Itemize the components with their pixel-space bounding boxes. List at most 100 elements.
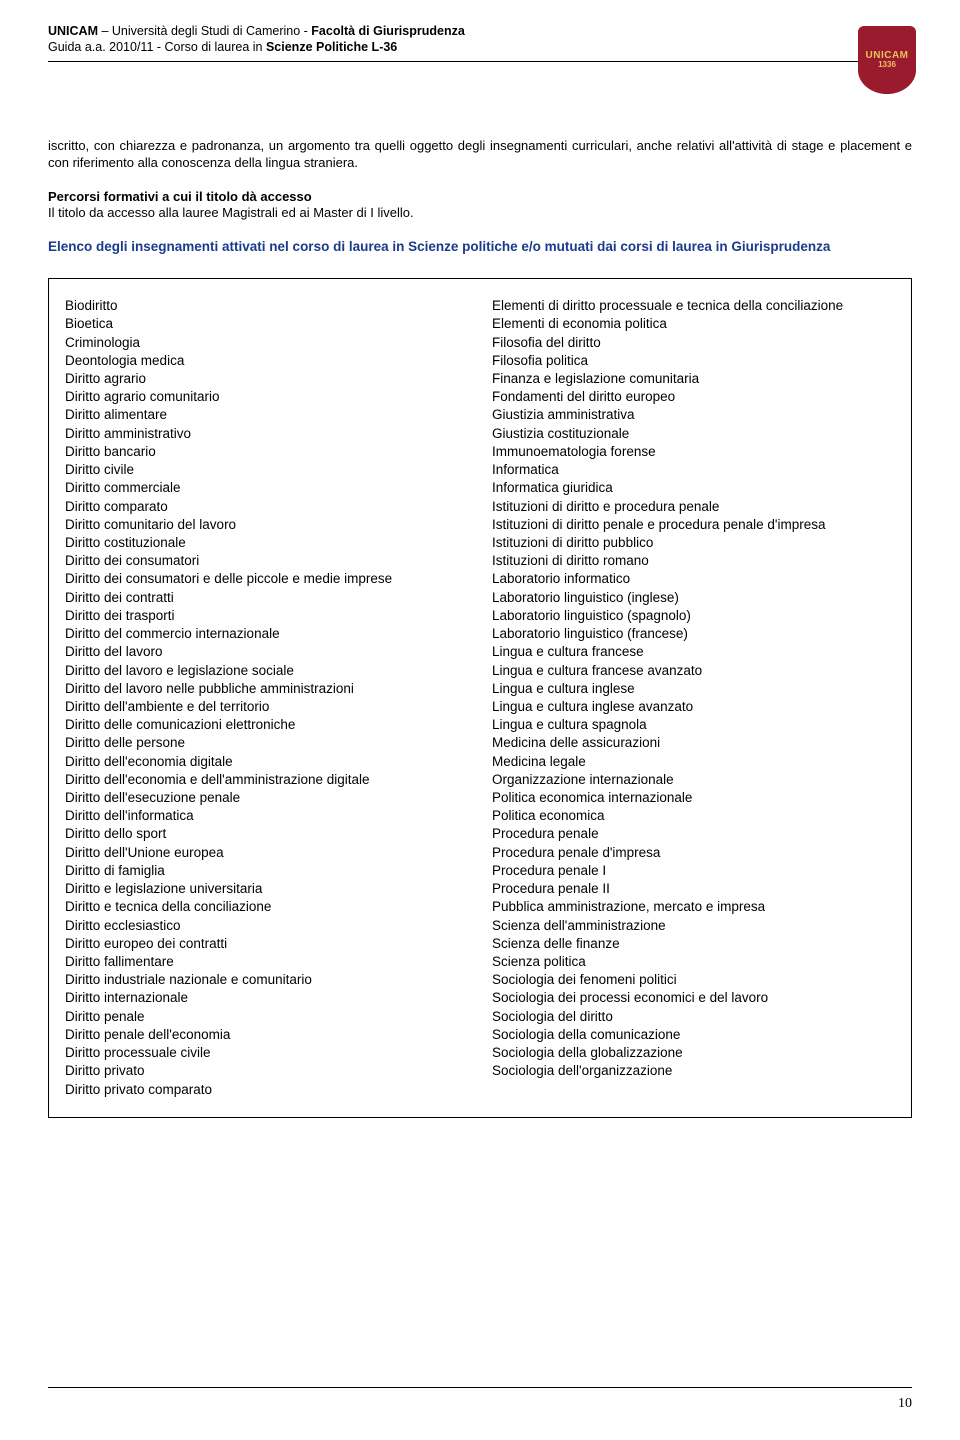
course-item: Diritto privato (65, 1062, 468, 1080)
header-line-1: UNICAM – Università degli Studi di Camer… (48, 24, 912, 40)
course-item: Medicina delle assicurazioni (492, 734, 895, 752)
course-item: Elementi di diritto processuale e tecnic… (492, 297, 895, 315)
course-item: Filosofia politica (492, 352, 895, 370)
course-item: Sociologia dei fenomeni politici (492, 971, 895, 989)
course-item: Istituzioni di diritto penale e procedur… (492, 516, 895, 534)
course-item: Diritto dell'informatica (65, 807, 468, 825)
uni-code: UNICAM (48, 24, 98, 38)
uni-name: – Università degli Studi di Camerino - (98, 24, 311, 38)
course-item: Procedura penale I (492, 862, 895, 880)
percorsi-title: Percorsi formativi a cui il titolo dà ac… (48, 189, 312, 204)
course-item: Diritto agrario (65, 370, 468, 388)
course-item: Diritto e tecnica della conciliazione (65, 898, 468, 916)
course-item: Bioetica (65, 315, 468, 333)
footer-divider (48, 1387, 912, 1388)
course-item: Lingua e cultura inglese (492, 680, 895, 698)
course-item: Diritto costituzionale (65, 534, 468, 552)
course-item: Diritto dei contratti (65, 589, 468, 607)
course-item: Fondamenti del diritto europeo (492, 388, 895, 406)
course-item: Diritto comparato (65, 498, 468, 516)
course-item: Diritto europeo dei contratti (65, 935, 468, 953)
course-right-column: Elementi di diritto processuale e tecnic… (492, 297, 895, 1099)
course-item: Lingua e cultura francese avanzato (492, 662, 895, 680)
course-item: Diritto dell'economia e dell'amministraz… (65, 771, 468, 789)
faculty: Facoltà di Giurisprudenza (311, 24, 465, 38)
course-item: Scienza dell'amministrazione (492, 917, 895, 935)
course-item: Diritto dello sport (65, 825, 468, 843)
course-item: Diritto dei consumatori e delle piccole … (65, 570, 468, 588)
course-item: Immunoematologia forense (492, 443, 895, 461)
course-item: Diritto agrario comunitario (65, 388, 468, 406)
course-item: Diritto penale dell'economia (65, 1026, 468, 1044)
course-item: Diritto ecclesiastico (65, 917, 468, 935)
guide-prefix: Guida a.a. 2010/11 - Corso di laurea in (48, 40, 266, 54)
course-item: Sociologia dell'organizzazione (492, 1062, 895, 1080)
course-item: Diritto del commercio internazionale (65, 625, 468, 643)
percorsi-section: Percorsi formativi a cui il titolo dà ac… (48, 189, 912, 222)
course-item: Sociologia del diritto (492, 1008, 895, 1026)
page-content: iscritto, con chiarezza e padronanza, un… (48, 138, 912, 1118)
percorsi-body: Il titolo da accesso alla lauree Magistr… (48, 205, 414, 220)
course-item: Laboratorio linguistico (spagnolo) (492, 607, 895, 625)
course-item: Diritto alimentare (65, 406, 468, 424)
header-line-2: Guida a.a. 2010/11 - Corso di laurea in … (48, 40, 912, 56)
course-item: Istituzioni di diritto e procedura penal… (492, 498, 895, 516)
course-item: Diritto amministrativo (65, 425, 468, 443)
course-item: Giustizia amministrativa (492, 406, 895, 424)
course-item: Pubblica amministrazione, mercato e impr… (492, 898, 895, 916)
course-name: Scienze Politiche L-36 (266, 40, 397, 54)
course-item: Diritto di famiglia (65, 862, 468, 880)
course-item: Diritto dell'Unione europea (65, 844, 468, 862)
course-item: Diritto penale (65, 1008, 468, 1026)
course-item: Lingua e cultura francese (492, 643, 895, 661)
course-item: Laboratorio linguistico (francese) (492, 625, 895, 643)
course-item: Procedura penale (492, 825, 895, 843)
course-item: Diritto commerciale (65, 479, 468, 497)
course-item: Sociologia della globalizzazione (492, 1044, 895, 1062)
course-item: Diritto processuale civile (65, 1044, 468, 1062)
course-item: Criminologia (65, 334, 468, 352)
course-item: Diritto bancario (65, 443, 468, 461)
course-item: Diritto industriale nazionale e comunita… (65, 971, 468, 989)
course-item: Lingua e cultura inglese avanzato (492, 698, 895, 716)
shield-icon: UNICAM 1336 (858, 26, 916, 94)
header-divider (48, 61, 912, 62)
course-item: Diritto fallimentare (65, 953, 468, 971)
course-item: Istituzioni di diritto pubblico (492, 534, 895, 552)
course-item: Procedura penale d'impresa (492, 844, 895, 862)
elenco-heading: Elenco degli insegnamenti attivati nel c… (48, 239, 912, 256)
unicam-logo: UNICAM 1336 (858, 26, 916, 94)
course-item: Diritto privato comparato (65, 1081, 468, 1099)
course-item: Politica economica internazionale (492, 789, 895, 807)
course-item: Procedura penale II (492, 880, 895, 898)
course-item: Diritto e legislazione universitaria (65, 880, 468, 898)
course-item: Elementi di economia politica (492, 315, 895, 333)
course-item: Diritto civile (65, 461, 468, 479)
course-item: Politica economica (492, 807, 895, 825)
course-item: Medicina legale (492, 753, 895, 771)
course-item: Informatica giuridica (492, 479, 895, 497)
course-item: Scienza delle finanze (492, 935, 895, 953)
course-item: Diritto dei consumatori (65, 552, 468, 570)
course-item: Sociologia della comunicazione (492, 1026, 895, 1044)
course-item: Biodiritto (65, 297, 468, 315)
page-header: UNICAM – Università degli Studi di Camer… (48, 24, 912, 68)
course-item: Diritto del lavoro nelle pubbliche ammin… (65, 680, 468, 698)
course-item: Giustizia costituzionale (492, 425, 895, 443)
course-item: Diritto del lavoro (65, 643, 468, 661)
course-item: Lingua e cultura spagnola (492, 716, 895, 734)
course-item: Diritto delle comunicazioni elettroniche (65, 716, 468, 734)
course-item: Diritto del lavoro e legislazione social… (65, 662, 468, 680)
course-item: Scienza politica (492, 953, 895, 971)
course-left-column: BiodirittoBioeticaCriminologiaDeontologi… (65, 297, 468, 1099)
course-item: Diritto internazionale (65, 989, 468, 1007)
course-item: Diritto dell'esecuzione penale (65, 789, 468, 807)
course-item: Diritto dell'ambiente e del territorio (65, 698, 468, 716)
course-item: Laboratorio informatico (492, 570, 895, 588)
course-item: Finanza e legislazione comunitaria (492, 370, 895, 388)
course-item: Informatica (492, 461, 895, 479)
course-item: Diritto delle persone (65, 734, 468, 752)
course-item: Organizzazione internazionale (492, 771, 895, 789)
course-item: Diritto dell'economia digitale (65, 753, 468, 771)
course-item: Diritto comunitario del lavoro (65, 516, 468, 534)
